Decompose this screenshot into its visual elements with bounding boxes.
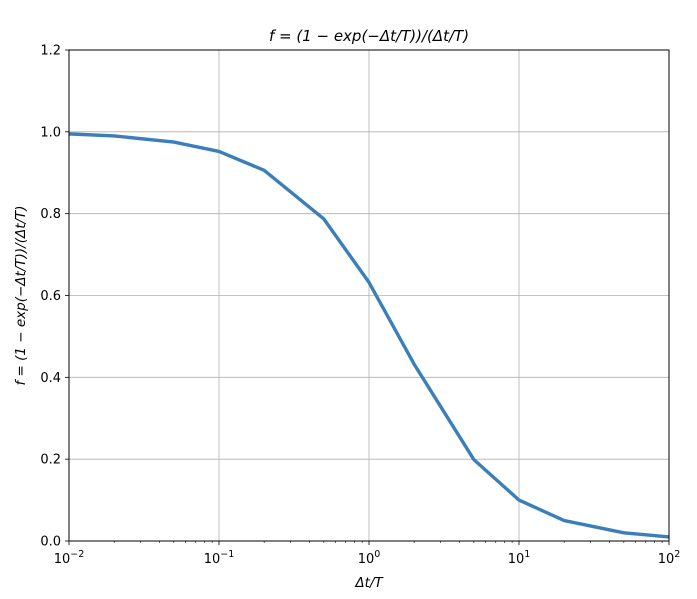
x-tick-label: 102: [658, 549, 681, 567]
y-tick-label: 1.2: [40, 44, 61, 59]
y-axis-label: f = (1 − exp(−Δt/T))/(Δt/T): [13, 205, 29, 385]
y-tick-label: 0.2: [40, 453, 61, 468]
x-tick-label: 10−2: [54, 549, 85, 567]
plot-frame: [68, 49, 670, 542]
y-tick-label: 0.6: [40, 289, 61, 304]
major-ticks: [65, 49, 670, 545]
y-tick-label: 0.0: [40, 535, 61, 550]
x-axis-label: Δt/T: [354, 575, 384, 591]
minor-ticks: [113, 541, 663, 543]
x-tick-label: 10−1: [204, 549, 235, 567]
grid: [68, 49, 670, 542]
y-tick-label: 0.4: [40, 371, 61, 386]
x-tick-label: 100: [358, 549, 381, 567]
x-tick-label: 101: [508, 549, 531, 567]
series-line-0: [68, 132, 670, 539]
tick-labels: 10−2 10−1 100 101 102 0.0 0.2 0.4 0.6 0.8 1.0 1.2: [40, 44, 680, 568]
series: [68, 132, 670, 539]
chart-title: f = (1 − exp(−Δt/T))/(Δt/T): [269, 27, 469, 45]
y-tick-label: 1.0: [40, 125, 61, 140]
y-tick-label: 0.8: [40, 207, 61, 222]
